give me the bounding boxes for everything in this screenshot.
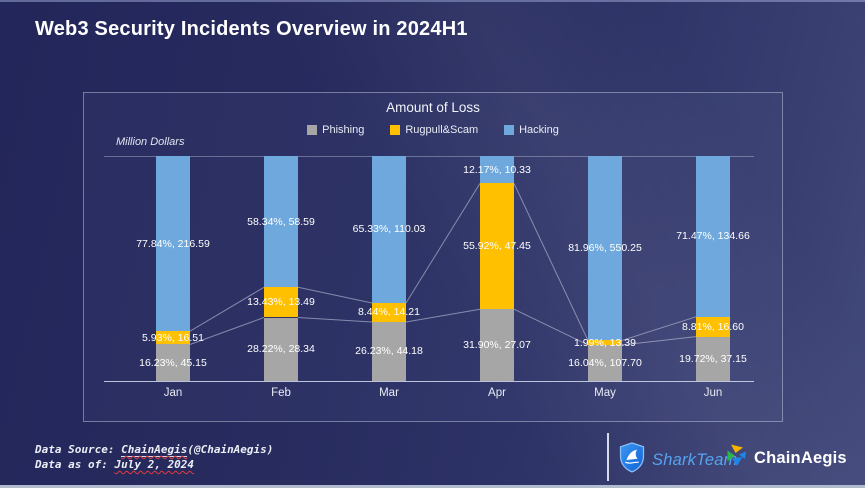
data-label-mar-rugpull-scam: 8.44%, 14.21 <box>358 306 420 319</box>
bar-segment-apr-hacking <box>480 156 514 184</box>
asof-date: July 2, 2024 <box>114 458 194 471</box>
x-tick-may: May <box>594 387 616 399</box>
data-label-jan-phishing: 16.23%, 45.15 <box>139 356 207 369</box>
sharkteam-shield-icon <box>618 442 646 478</box>
asof-prefix: Data as of: <box>35 458 115 471</box>
bar-segment-jan-rugpull-scam <box>156 331 190 345</box>
bar-segment-apr-phishing <box>480 309 514 381</box>
bar-segment-may-phishing <box>588 344 622 381</box>
data-label-may-rugpull-scam: 1.99%, 13.39 <box>574 336 636 349</box>
bottom-accent-strip <box>0 485 865 488</box>
bar-segment-jun-hacking <box>696 156 730 317</box>
bar-segment-mar-phishing <box>372 321 406 381</box>
x-tick-jun: Jun <box>703 387 723 399</box>
chart-title: Amount of Loss <box>386 100 480 115</box>
bar-segment-apr-rugpull-scam <box>480 183 514 310</box>
legend-item-phishing[interactable]: Phishing <box>307 124 364 136</box>
chainaegis-logo: ChainAegis <box>726 443 847 473</box>
x-tick-apr: Apr <box>488 387 506 399</box>
data-label-apr-phishing: 31.90%, 27.07 <box>463 339 531 352</box>
y-axis-label: Million Dollars <box>116 136 185 148</box>
x-tick-feb: Feb <box>271 387 291 399</box>
source-suffix: (@ChainAegis) <box>187 443 274 456</box>
top-gridline <box>104 156 754 157</box>
legend-swatch-icon <box>390 125 401 135</box>
data-label-may-phishing: 16.04%, 107.70 <box>568 356 642 369</box>
sharkteam-logo: SharkTeam <box>618 442 738 478</box>
bar-segment-may-rugpull-scam <box>588 340 622 345</box>
plot-area: 16.23%, 45.15 5.93%, 16.51 77.84%, 216.59 2… <box>119 156 767 381</box>
data-label-apr-rugpull-scam: 55.92%, 47.45 <box>463 240 531 253</box>
data-label-mar-phishing: 26.23%, 44.18 <box>355 345 423 358</box>
series-connector-lines <box>189 183 697 346</box>
data-label-jun-phishing: 19.72%, 37.15 <box>679 352 747 365</box>
data-label-mar-hacking: 65.33%, 110.03 <box>352 223 426 236</box>
data-label-apr-hacking: 12.17%, 10.33 <box>463 163 531 176</box>
legend-item-hacking[interactable]: Hacking <box>504 124 559 136</box>
bar-segment-feb-hacking <box>264 156 298 288</box>
legend-label: Rugpull&Scam <box>405 124 479 136</box>
legend-swatch-icon <box>504 125 515 135</box>
x-tick-jan: Jan <box>163 387 183 399</box>
legend-label: Hacking <box>519 124 559 136</box>
bar-segment-feb-rugpull-scam <box>264 287 298 318</box>
legend-swatch-icon <box>307 125 318 135</box>
x-axis-line <box>104 381 754 382</box>
data-label-feb-phishing: 28.22%, 28.34 <box>247 343 315 356</box>
bar-segment-mar-hacking <box>372 156 406 303</box>
bar-segment-jan-phishing <box>156 344 190 381</box>
bar-segment-feb-phishing <box>264 317 298 381</box>
bar-segment-jun-phishing <box>696 336 730 381</box>
chainaegis-pinwheel-icon <box>726 443 748 473</box>
chart-panel: Amount of Loss Phishing Rugpull&Scam Hacki… <box>83 92 783 422</box>
data-label-may-hacking: 81.96%, 550.25 <box>568 242 642 255</box>
bar-segment-jan-hacking <box>156 156 190 332</box>
sharkteam-wordmark: SharkTeam <box>652 450 738 469</box>
data-label-jun-rugpull-scam: 8.81%, 16.60 <box>682 320 744 333</box>
data-label-feb-hacking: 58.34%, 58.59 <box>247 215 315 228</box>
chart-legend: Phishing Rugpull&Scam Hacking <box>84 124 782 136</box>
page-title: Web3 Security Incidents Overview in 2024… <box>35 18 468 40</box>
data-label-feb-rugpull-scam: 13.43%, 13.49 <box>247 296 315 309</box>
chainaegis-wordmark: ChainAegis <box>754 448 847 467</box>
footer-divider <box>607 433 609 481</box>
legend-label: Phishing <box>322 124 365 136</box>
bar-segment-jun-rugpull-scam <box>696 316 730 337</box>
legend-item-rugpull-scam[interactable]: Rugpull&Scam <box>390 124 478 136</box>
footer-source: Data Source: ChainAegis(@ChainAegis) Dat… <box>35 442 273 472</box>
data-label-jun-hacking: 71.47%, 134.66 <box>676 230 750 243</box>
data-label-jan-hacking: 77.84%, 216.59 <box>136 237 210 250</box>
data-label-jan-rugpull-scam: 5.93%, 16.51 <box>142 331 204 344</box>
bar-segment-mar-rugpull-scam <box>372 302 406 322</box>
source-prefix: Data Source: <box>35 443 122 456</box>
x-tick-mar: Mar <box>379 387 399 399</box>
source-link[interactable]: ChainAegis <box>121 443 188 457</box>
bar-segment-may-hacking <box>588 156 622 341</box>
